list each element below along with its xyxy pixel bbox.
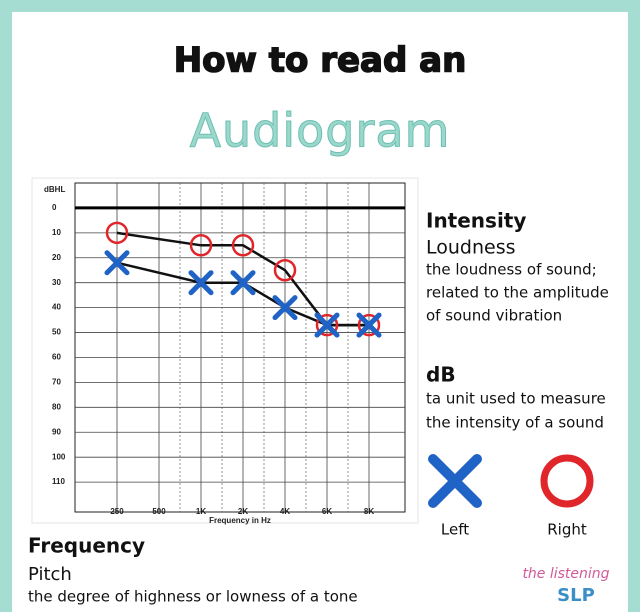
logo-line2: SLP bbox=[557, 585, 595, 606]
y-tick-label: 20 bbox=[52, 253, 61, 262]
y-tick-label: 60 bbox=[52, 353, 61, 362]
left-ear-mark bbox=[188, 270, 214, 296]
x-tick-label: 1K bbox=[196, 507, 206, 516]
frequency-text: the degree of highness or lowness of a t… bbox=[28, 588, 358, 606]
left-ear-mark bbox=[230, 270, 256, 296]
x-tick-label: 2K bbox=[238, 507, 248, 516]
cross-stroke bbox=[272, 295, 298, 321]
left-ear-mark bbox=[356, 312, 382, 338]
chart-panel bbox=[31, 177, 419, 524]
cross-stroke bbox=[188, 270, 214, 296]
x-tick-label: 4K bbox=[280, 507, 290, 516]
y-tick-label: 10 bbox=[52, 228, 61, 237]
cross-stroke bbox=[230, 270, 256, 296]
db-text: ta unit used to measure bbox=[426, 390, 606, 408]
y-tick-label: 40 bbox=[52, 303, 61, 312]
right-ear-mark bbox=[273, 258, 297, 282]
intensity-text: of sound vibration bbox=[426, 307, 562, 325]
y-tick-label: 90 bbox=[52, 427, 61, 436]
y-tick-label: 110 bbox=[52, 477, 65, 486]
right-ear-mark bbox=[357, 313, 381, 337]
frequency-subtitle: Pitch bbox=[28, 564, 72, 585]
legend: Left Right bbox=[428, 454, 594, 539]
left-ear-mark bbox=[314, 312, 340, 338]
y-tick-label: 0 bbox=[52, 203, 57, 212]
intensity-subtitle: Loudness bbox=[426, 237, 516, 259]
legend-left-mark bbox=[428, 454, 482, 508]
x-axis-label: Frequency in Hz bbox=[209, 516, 271, 525]
series-line bbox=[116, 261, 369, 327]
legend-right-mark bbox=[540, 454, 594, 508]
x-tick-label: 6K bbox=[322, 507, 332, 516]
db-text: the intensity of a sound bbox=[426, 414, 604, 432]
right-ear-mark bbox=[189, 234, 213, 257]
plot-frame bbox=[74, 182, 406, 513]
left-ear-mark bbox=[104, 250, 130, 276]
right-ear-mark bbox=[105, 221, 129, 245]
frequency-title: Frequency bbox=[28, 534, 145, 558]
y-tick-label: 80 bbox=[52, 402, 61, 411]
x-tick-label: 500 bbox=[152, 507, 166, 516]
audiogram: 250 500 1K 2K 4K 6K 8K 0 10 20 30 40 50 60 70 80 90 100 11… bbox=[52, 183, 405, 516]
right-ear-mark bbox=[231, 234, 255, 257]
left-ear-mark bbox=[272, 295, 298, 321]
y-tick-label: 50 bbox=[52, 328, 61, 337]
logo-line1: the listening bbox=[522, 566, 609, 582]
y-tick-label: 30 bbox=[52, 278, 61, 287]
cross-stroke bbox=[356, 312, 382, 338]
title-line2: Audiogram bbox=[190, 104, 451, 158]
right-ear-mark bbox=[315, 313, 339, 337]
title-line1: How to read an bbox=[174, 41, 467, 81]
db-title: dB bbox=[426, 363, 456, 387]
y-tick-label: 100 bbox=[52, 452, 66, 461]
legend-label: Right bbox=[547, 521, 587, 539]
y-axis-label: dBHL bbox=[44, 185, 65, 194]
cross-stroke bbox=[314, 312, 340, 338]
intensity-text: related to the amplitude bbox=[426, 284, 609, 302]
legend-label: Left bbox=[441, 521, 469, 539]
x-tick-label: 250 bbox=[110, 507, 124, 516]
x-tick-label: 8K bbox=[364, 507, 374, 516]
intensity-title: Intensity bbox=[426, 209, 526, 233]
cross-stroke bbox=[104, 250, 130, 276]
y-tick-label: 70 bbox=[52, 378, 61, 387]
intensity-text: the loudness of sound; bbox=[426, 261, 597, 279]
